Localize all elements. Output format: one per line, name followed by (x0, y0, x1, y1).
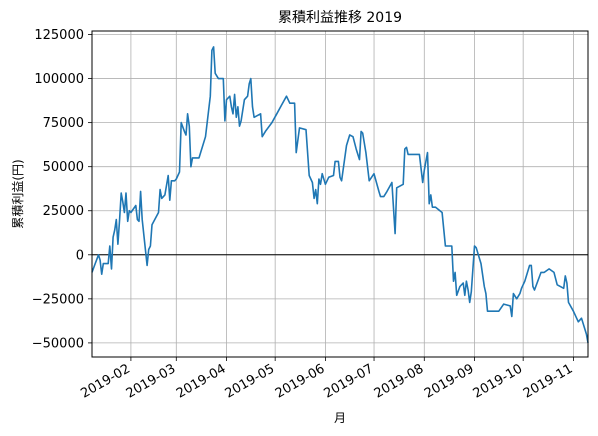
series-layer (91, 46, 589, 344)
series-line (91, 46, 589, 344)
y-tick-label: −50000 (32, 336, 84, 351)
y-tick-label: 25000 (43, 204, 84, 219)
y-tick-label: 125000 (34, 28, 84, 43)
y-tick-label: 0 (76, 248, 84, 263)
x-axis-title: 月 (334, 411, 346, 425)
y-tick-label: 100000 (34, 72, 84, 87)
y-tick-label: 75000 (43, 116, 84, 131)
y-tick-label: −25000 (32, 292, 84, 307)
chart-title: 累積利益推移 2019 (278, 10, 402, 26)
plot-frame (91, 30, 589, 358)
y-tick-label: 50000 (43, 160, 84, 175)
y-axis-title: 累積利益(円) (10, 159, 25, 228)
